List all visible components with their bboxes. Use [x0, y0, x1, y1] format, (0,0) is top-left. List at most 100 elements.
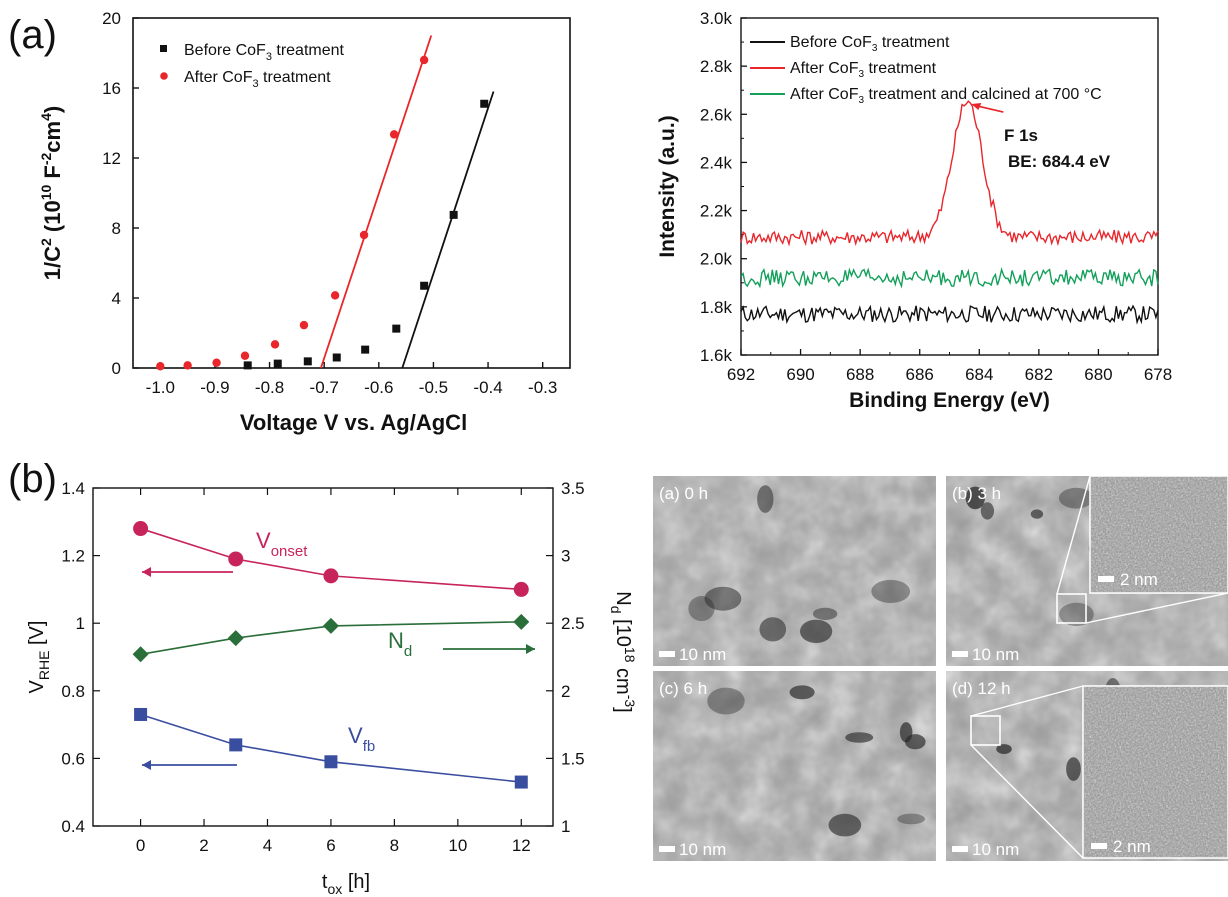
- y-label-part: N: [612, 591, 634, 605]
- y-right-axis-label: Nd [1018 cm-3]: [608, 591, 638, 712]
- series-line: [740, 100, 1159, 247]
- tem-tile: (d) 12 h 10 nm 2 nm: [946, 671, 1228, 861]
- data-point: [419, 55, 429, 65]
- plot-frame: [92, 487, 554, 827]
- series-label-part: N: [388, 628, 404, 653]
- y-left-tick-label: 0.4: [61, 817, 85, 836]
- y-label-part: F: [40, 165, 65, 185]
- series-line: [140, 713, 522, 783]
- zoom-region-box: [1056, 593, 1087, 624]
- y-tick-label: 2.8k: [700, 57, 733, 76]
- tem-grain: [704, 586, 742, 611]
- legend-sub: 3: [872, 43, 878, 54]
- y-label-sup: 18: [622, 647, 638, 663]
- panel-b-letter: (b): [8, 457, 57, 501]
- data-point: [332, 353, 341, 362]
- data-point: [243, 361, 252, 370]
- series-label-part: V: [256, 528, 271, 553]
- tem-grain: [965, 486, 985, 510]
- y-label-part: [V]: [26, 621, 48, 651]
- inset-scale-bar: [1098, 576, 1114, 582]
- x-tick-label: -0.6: [364, 378, 393, 397]
- tem-tile-label: (c) 6 h: [659, 679, 707, 698]
- legend-part: treatment: [259, 69, 332, 86]
- series-label-sub: fb: [363, 738, 376, 755]
- data-point: [270, 340, 280, 349]
- x-tick-label: 10: [448, 836, 467, 855]
- x-tick-label: -0.3: [528, 378, 557, 397]
- y-label-part: ]: [612, 707, 634, 713]
- legend-part: Before CoF: [790, 34, 872, 51]
- tem-texture: [653, 476, 936, 666]
- inset-scale-label: 2 nm: [1120, 570, 1158, 589]
- data-point: [330, 291, 340, 300]
- data-point: [514, 775, 528, 789]
- y-tick-label: 16: [102, 79, 121, 98]
- y-right-tick-label: 2.5: [561, 614, 585, 633]
- scale-bar-label: 10 nm: [972, 840, 1019, 859]
- series-label: Vfb: [348, 723, 375, 755]
- legend-sub: 3: [858, 69, 864, 80]
- x-tick-label: 682: [1025, 365, 1053, 384]
- y-left-tick-label: 1.4: [61, 479, 85, 498]
- data-point: [389, 130, 399, 139]
- tem-grain: [828, 813, 862, 837]
- data-point: [420, 281, 429, 290]
- tem-image-grid: (a) 0 h 10 nm (b) 3 h 10 nm 2 nm (c) 6 h 10 nm…: [653, 475, 1228, 861]
- x-axis-label: Binding Energy (eV): [849, 389, 1050, 412]
- y-tick-label: 2.4k: [700, 153, 733, 172]
- x-tick-label: -0.4: [473, 378, 502, 397]
- panel-a-letter: (a): [8, 13, 57, 57]
- tem-tile-label: (d) 12 h: [952, 679, 1011, 698]
- scale-bar-label: 10 nm: [679, 645, 726, 664]
- x-tick-label: 8: [390, 836, 399, 855]
- y-right-tick-label: 1: [561, 817, 570, 836]
- series-label: Vonset: [256, 528, 308, 560]
- data-point: [513, 613, 530, 630]
- y-left-tick-label: 0.6: [61, 749, 85, 768]
- axis-arrowhead: [526, 644, 535, 654]
- y-right-tick-label: 1.5: [561, 749, 585, 768]
- legend-label: Before CoF3 treatment: [790, 34, 950, 54]
- annotation-be-label: BE: 684.4 eV: [1008, 152, 1111, 171]
- x-tick-label: 12: [512, 836, 531, 855]
- inset-scale-label: 2 nm: [1113, 837, 1151, 856]
- tem-tile: (a) 0 h 10 nm: [653, 476, 936, 666]
- tem-grain: [1030, 509, 1044, 519]
- y-tick-label: 12: [102, 149, 121, 168]
- series-line: [740, 267, 1159, 289]
- y-label-sup: -3: [622, 695, 638, 708]
- data-point: [322, 617, 339, 634]
- data-point: [480, 99, 489, 108]
- tem-tile-label: (a) 0 h: [659, 484, 708, 503]
- data-point: [273, 359, 282, 368]
- y-tick-label: 2.6k: [700, 105, 733, 124]
- y-label-part: ): [40, 106, 65, 113]
- tem-tile: (b) 3 h 10 nm 2 nm: [946, 475, 1228, 666]
- zoom-line: [1085, 592, 1228, 624]
- tem-texture: [653, 671, 936, 861]
- x-axis-label: Voltage V vs. Ag/AgCl: [240, 410, 467, 435]
- tem-grain: [980, 502, 995, 520]
- fit-line: [401, 91, 495, 369]
- tem-grain: [1058, 487, 1094, 509]
- data-point: [228, 551, 244, 567]
- series-line: [140, 527, 522, 591]
- x-tick-label: 678: [1144, 365, 1172, 384]
- y-label-part: V: [26, 679, 48, 693]
- y-label-part: cm: [612, 662, 634, 694]
- y-label-part: 1/C: [40, 246, 65, 280]
- y-right-tick-label: 3.5: [561, 479, 585, 498]
- scale-bar: [952, 846, 968, 852]
- y-axis-label: 1/C2 (1010 F-2cm4): [38, 106, 65, 280]
- scale-bar: [659, 846, 675, 852]
- tem-grain: [1066, 757, 1081, 781]
- legend-sub: 3: [252, 78, 258, 90]
- plot-frame: [132, 17, 571, 369]
- data-point: [299, 320, 309, 330]
- y-tick-label: 4: [112, 289, 121, 308]
- legend-part: treatment: [877, 34, 950, 51]
- mott-schottky-chart: -1.0 -0.9 -0.8 -0.7 -0.6 -0.5 -0.4 -0.3 0 4 8 12 16 2…: [38, 9, 571, 435]
- series-label: Nd: [388, 628, 412, 660]
- y-tick-label: 1.8k: [700, 298, 733, 317]
